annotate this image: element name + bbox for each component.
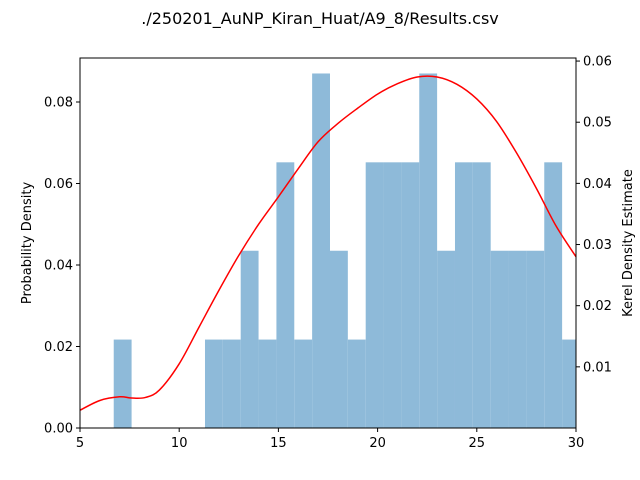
x-tick-label: 25 (469, 436, 486, 451)
x-tick-label: 20 (369, 436, 386, 451)
histogram-bar (240, 250, 259, 428)
histogram-bar (437, 250, 455, 428)
histogram-bar (276, 162, 295, 428)
x-tick-label: 30 (568, 436, 585, 451)
histogram-bar (329, 250, 348, 428)
y-tick-label-left: 0.04 (44, 259, 73, 274)
histogram-bar (454, 162, 473, 428)
y-tick-label-right: 0.03 (583, 238, 612, 253)
y-tick-label-left: 0.06 (44, 177, 73, 192)
y-axis-label-right: Kerel Density Estimate (621, 169, 636, 317)
y-tick-label-right: 0.01 (583, 360, 612, 375)
x-tick-label: 10 (171, 436, 188, 451)
y-axis-label-left: Probability Density (20, 182, 35, 305)
y-tick-label-right: 0.06 (583, 55, 612, 70)
y-tick-label-left: 0.08 (44, 96, 73, 111)
histogram-bar (204, 339, 223, 428)
y-tick-label-right: 0.04 (583, 177, 612, 192)
histogram-bar (419, 73, 438, 428)
plot-frame (79, 57, 577, 429)
histogram-bar (222, 339, 241, 428)
histogram-bar (258, 339, 277, 428)
chart-title: ./250201_AuNP_Kiran_Huat/A9_8/Results.cs… (141, 9, 499, 29)
y-axis-left: 0.00 0.02 0.04 0.06 0.08 (44, 96, 80, 437)
kde-curve (79, 75, 577, 411)
histogram-bar (347, 339, 366, 428)
histogram-bars (113, 73, 576, 428)
histogram-bar (508, 250, 527, 428)
y-tick-label-right: 0.05 (583, 116, 612, 131)
y-tick-label-left: 0.00 (44, 422, 73, 437)
y-tick-label-left: 0.02 (44, 340, 73, 355)
y-tick-label-right: 0.02 (583, 299, 612, 314)
histogram-bar (294, 339, 313, 428)
histogram-bar (383, 162, 402, 428)
x-tick-label: 15 (270, 436, 287, 451)
histogram-bar (365, 162, 384, 428)
histogram-bar (490, 250, 509, 428)
histogram-bar (526, 250, 545, 428)
histogram-bar (544, 162, 563, 428)
y-axis-right: 0.01 0.02 0.03 0.04 0.05 0.06 (576, 55, 612, 375)
histogram-bar (562, 339, 576, 428)
x-tick-label: 5 (76, 436, 84, 451)
x-axis: 5 10 15 20 25 30 (76, 428, 584, 451)
histogram-bar (312, 73, 330, 428)
histogram-bar (113, 339, 132, 428)
histogram-bar (401, 162, 420, 428)
histogram-bar (472, 162, 491, 428)
